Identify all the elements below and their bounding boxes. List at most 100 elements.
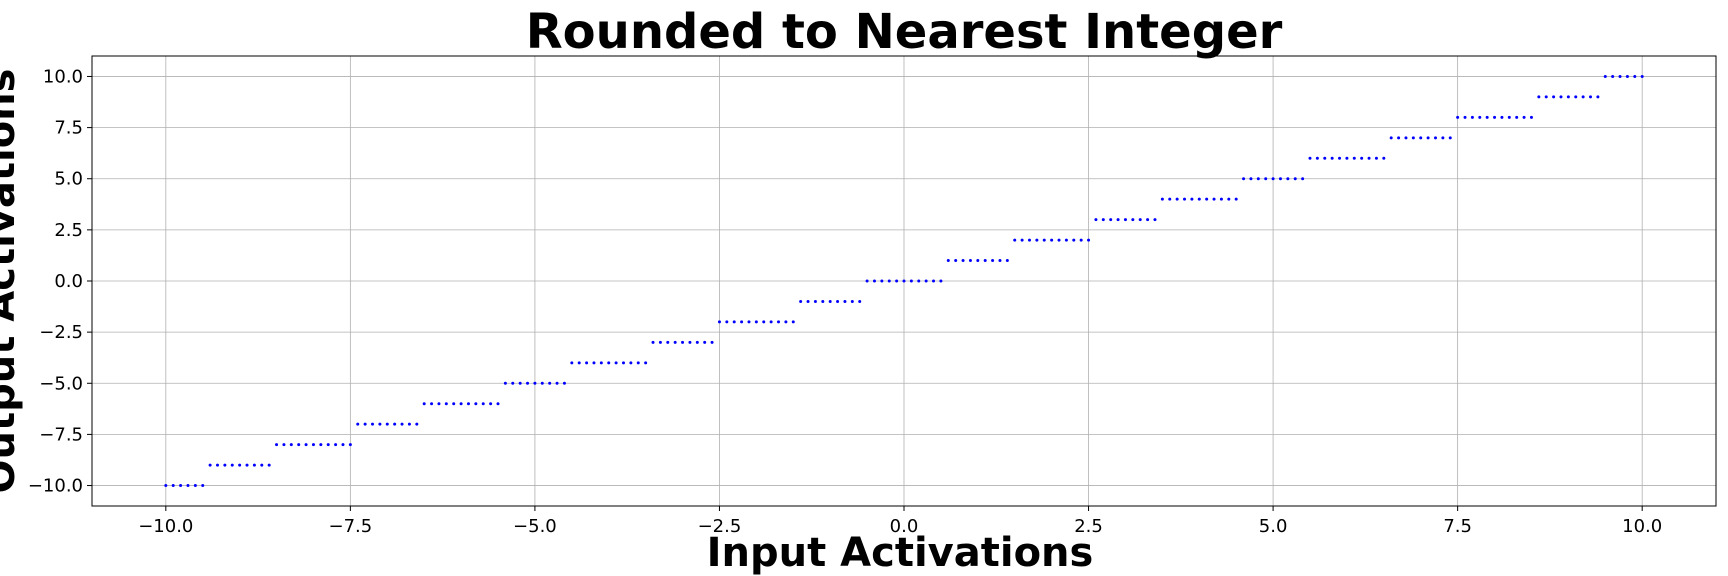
y-tick-label: −5.0	[39, 373, 83, 394]
data-point	[275, 443, 279, 447]
data-point	[1522, 115, 1526, 119]
data-point	[238, 463, 242, 467]
data-point	[732, 320, 736, 324]
data-point	[1611, 74, 1615, 78]
data-point	[1197, 197, 1201, 201]
data-point	[311, 443, 315, 447]
data-point	[754, 320, 758, 324]
data-point	[1064, 238, 1068, 242]
data-point	[954, 259, 958, 263]
data-point	[607, 361, 611, 365]
x-tick-label: −5.0	[513, 516, 557, 537]
data-point	[850, 299, 854, 303]
data-point	[215, 463, 219, 467]
data-point	[1123, 218, 1127, 222]
data-point	[459, 402, 463, 406]
data-point	[1219, 197, 1223, 201]
data-point	[865, 279, 869, 283]
data-point	[230, 463, 234, 467]
data-point	[1079, 238, 1083, 242]
ticks: −10.0 −7.5 −5.0 −2.5 0.0 2.5 5.0 7.5 10.0 −10.0 −7…	[28, 66, 1662, 537]
data-point	[1087, 238, 1091, 242]
data-point	[444, 402, 448, 406]
data-point	[784, 320, 788, 324]
data-point	[511, 381, 515, 385]
data-point	[1352, 156, 1356, 160]
data-point	[1537, 95, 1541, 99]
data-point	[1574, 95, 1578, 99]
data-point	[1596, 95, 1600, 99]
data-point	[562, 381, 566, 385]
data-point	[813, 299, 817, 303]
data-point	[371, 422, 375, 426]
data-point	[1625, 74, 1629, 78]
data-point	[599, 361, 603, 365]
data-point	[533, 381, 537, 385]
data-point	[1330, 156, 1334, 160]
data-point	[555, 381, 559, 385]
data-point	[1116, 218, 1120, 222]
data-point	[1094, 218, 1098, 222]
data-point	[658, 340, 662, 344]
data-point	[1544, 95, 1548, 99]
y-tick-label: 2.5	[54, 220, 83, 241]
y-tick-label: −2.5	[39, 322, 83, 343]
data-point	[1168, 197, 1172, 201]
data-point	[585, 361, 589, 365]
data-point	[385, 422, 389, 426]
data-point	[799, 299, 803, 303]
data-point	[872, 279, 876, 283]
data-point	[407, 422, 411, 426]
data-point	[1389, 136, 1393, 140]
data-point	[1367, 156, 1371, 160]
data-point	[762, 320, 766, 324]
data-point	[1338, 156, 1342, 160]
data-point	[1411, 136, 1415, 140]
data-point	[666, 340, 670, 344]
data-point	[252, 463, 256, 467]
data-point	[636, 361, 640, 365]
data-point	[1160, 197, 1164, 201]
data-point	[1493, 115, 1497, 119]
data-point	[1205, 197, 1209, 201]
x-tick-label: −2.5	[698, 516, 742, 537]
x-tick-label: −7.5	[329, 516, 373, 537]
x-tick-label: 2.5	[1074, 516, 1103, 537]
data-point	[1463, 115, 1467, 119]
data-point	[348, 443, 352, 447]
data-point	[518, 381, 522, 385]
data-point	[1633, 74, 1637, 78]
data-point	[1315, 156, 1319, 160]
data-point	[466, 402, 470, 406]
data-point	[179, 484, 183, 488]
data-point	[1072, 238, 1076, 242]
data-point	[991, 259, 995, 263]
data-point	[961, 259, 965, 263]
x-tick-label: 5.0	[1259, 516, 1288, 537]
data-point	[437, 402, 441, 406]
data-point	[1640, 74, 1644, 78]
data-point	[1448, 136, 1452, 140]
data-point	[1020, 238, 1024, 242]
data-point	[1308, 156, 1312, 160]
data-point	[481, 402, 485, 406]
data-point	[186, 484, 190, 488]
data-point	[289, 443, 293, 447]
data-point	[1301, 177, 1305, 181]
data-point	[1441, 136, 1445, 140]
data-point	[1293, 177, 1297, 181]
x-tick-label: 10.0	[1622, 516, 1662, 537]
data-point	[1153, 218, 1157, 222]
data-point	[378, 422, 382, 426]
data-point	[1478, 115, 1482, 119]
data-point	[946, 259, 950, 263]
chart-title: Rounded to Nearest Integer	[526, 4, 1283, 60]
x-tick-label: 0.0	[890, 516, 919, 537]
data-point	[747, 320, 751, 324]
data-point	[1109, 218, 1113, 222]
data-point	[422, 402, 426, 406]
data-point	[1227, 197, 1231, 201]
data-point	[725, 320, 729, 324]
data-point	[1183, 197, 1187, 201]
